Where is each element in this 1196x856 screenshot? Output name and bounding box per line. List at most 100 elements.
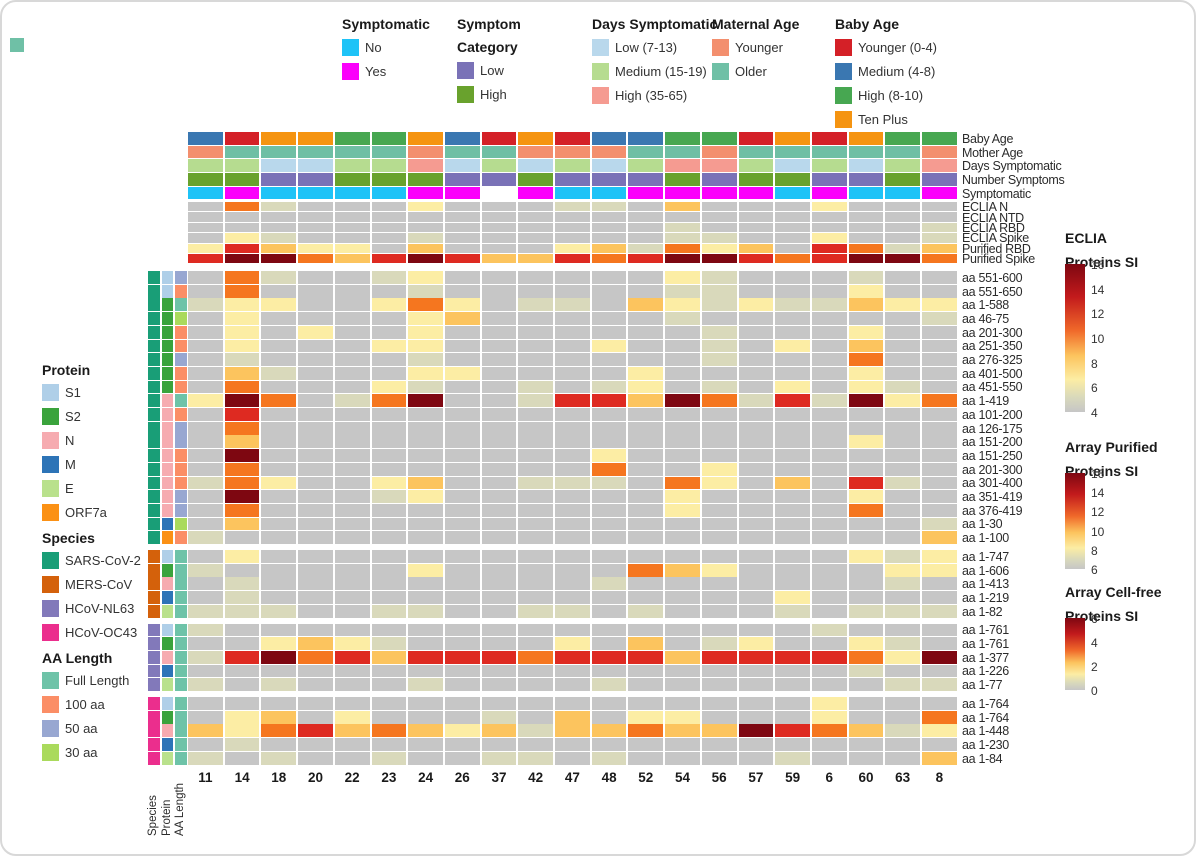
heatmap-cell (665, 421, 700, 435)
heatmap-cell (738, 353, 774, 367)
annotation-cell (555, 145, 590, 159)
heatmap-cell (701, 637, 737, 651)
heatmap-cell (591, 623, 627, 637)
heatmap-cell (922, 550, 957, 563)
heatmap-cell (261, 710, 297, 724)
eclia-cell (701, 202, 737, 212)
heatmap-cell (334, 462, 370, 476)
aa-length-strip-cell (175, 394, 187, 408)
scale-tick-label: 4 (1091, 636, 1098, 650)
heatmap-cell (298, 462, 333, 476)
heatmap-cell (371, 563, 407, 577)
heatmap-cell (408, 366, 443, 380)
peptide-row-label: aa 401-500 (962, 366, 1023, 381)
heatmap-cell (298, 339, 333, 353)
heatmap-cell (738, 366, 774, 380)
heatmap-cell (848, 531, 884, 545)
strip-title-rotated: Protein (160, 799, 173, 836)
annotation-cell (334, 173, 370, 186)
annotation-cell (408, 173, 443, 186)
heatmap-cell (444, 421, 480, 435)
heatmap-cell (848, 435, 884, 449)
heatmap-cell (811, 339, 847, 353)
heatmap-cell (298, 591, 333, 604)
annotation-cell (628, 145, 664, 159)
eclia-cell (848, 212, 884, 222)
heatmap-cell (885, 664, 921, 678)
eclia-cell (371, 222, 407, 233)
heatmap-cell (298, 353, 333, 367)
heatmap-cell (188, 591, 223, 604)
heatmap-cell (811, 751, 847, 765)
eclia-cell (371, 243, 407, 253)
heatmap-cell (775, 284, 810, 298)
annotation-cell (224, 186, 260, 200)
column-label: 52 (638, 770, 654, 785)
species-strip-cell (148, 353, 160, 367)
eclia-cell (371, 202, 407, 212)
annotation-cell (701, 145, 737, 159)
heatmap-cell (922, 312, 957, 325)
heatmap-cell (591, 550, 627, 563)
heatmap-cell (408, 353, 443, 367)
heatmap-cell (224, 591, 260, 604)
heatmap-cell (922, 637, 957, 651)
legend-swatch (592, 87, 609, 104)
eclia-cell (811, 233, 847, 243)
heatmap-cell (591, 650, 627, 664)
heatmap-cell (444, 503, 480, 517)
heatmap-cell (738, 678, 774, 692)
aa-length-strip-cell (175, 550, 187, 563)
heatmap-cell (848, 298, 884, 312)
aa-length-strip-cell (175, 697, 187, 710)
heatmap-cell (481, 271, 517, 284)
heatmap-cell (591, 490, 627, 504)
eclia-cell (922, 222, 957, 233)
species-strip-cell (148, 312, 160, 325)
heatmap-cell (444, 531, 480, 545)
heatmap-cell (811, 380, 847, 394)
scale-tick-label: 10 (1091, 332, 1105, 346)
heatmap-cell (298, 435, 333, 449)
legend-title: Maternal Age (712, 16, 800, 32)
eclia-cell (738, 254, 774, 264)
heatmap-cell (555, 312, 590, 325)
peptide-row-label: aa 1-219 (962, 590, 1009, 605)
heatmap-cell (188, 462, 223, 476)
heatmap-cell (701, 650, 737, 664)
annotation-cell (665, 132, 700, 145)
heatmap-cell (444, 284, 480, 298)
heatmap-cell (591, 353, 627, 367)
eclia-cell (298, 233, 333, 243)
eclia-cell (444, 243, 480, 253)
heatmap-cell (738, 325, 774, 339)
heatmap-cell (885, 591, 921, 604)
heatmap-cell (371, 517, 407, 531)
eclia-cell (481, 254, 517, 264)
heatmap-cell (628, 517, 664, 531)
annotation-cell (298, 159, 333, 172)
heatmap-cell (848, 284, 884, 298)
eclia-cell (922, 243, 957, 253)
eclia-cell (188, 202, 223, 212)
column-label: 37 (491, 770, 507, 785)
heatmap-cell (775, 678, 810, 692)
legend-swatch (592, 39, 609, 56)
protein-strip-cell (161, 408, 173, 421)
heatmap-cell (444, 435, 480, 449)
annotation-cell (518, 145, 554, 159)
annotation-cell (628, 159, 664, 172)
heatmap-cell (261, 284, 297, 298)
protein-strip-cell (161, 435, 173, 449)
heatmap-cell (701, 435, 737, 449)
heatmap-cell (334, 724, 370, 738)
heatmap-cell (555, 697, 590, 710)
annotation-cell (518, 159, 554, 172)
eclia-cell (701, 243, 737, 253)
heatmap-cell (371, 738, 407, 751)
eclia-row-label: Purified RBD (962, 241, 1031, 256)
heatmap-cell (738, 284, 774, 298)
heatmap-cell (444, 650, 480, 664)
heatmap-cell (555, 325, 590, 339)
eclia-cell (885, 233, 921, 243)
